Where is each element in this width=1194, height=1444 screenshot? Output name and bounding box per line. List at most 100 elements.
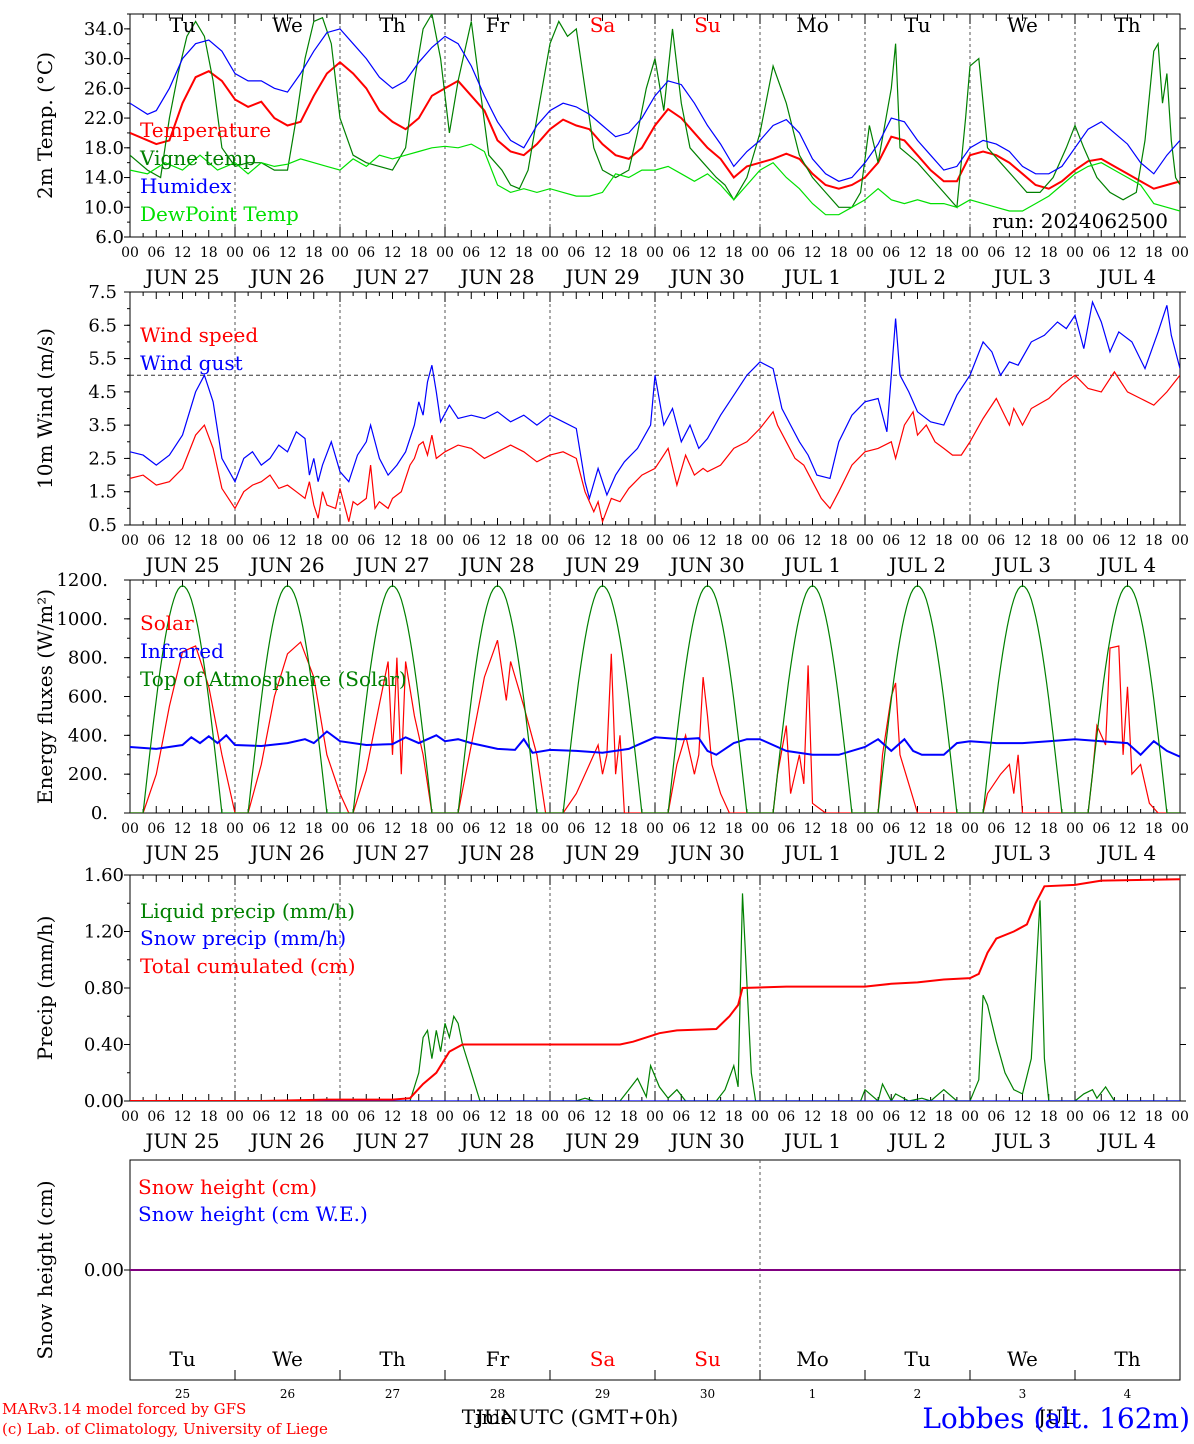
hour-tick-label: 06 <box>1092 821 1110 837</box>
hour-tick-label: 12 <box>594 533 612 549</box>
y-axis-label: 2m Temp. (°C) <box>33 52 57 199</box>
hour-tick-label: 12 <box>1014 821 1032 837</box>
hour-tick-label: 06 <box>357 245 375 261</box>
hour-tick-label: 12 <box>489 821 507 837</box>
date-label: JUL 1 <box>782 841 841 865</box>
date-label: JUL 3 <box>992 1129 1051 1153</box>
hour-tick-label: 00 <box>1171 821 1189 837</box>
hour-tick-label: 06 <box>777 245 795 261</box>
hour-tick-label: 18 <box>305 821 323 837</box>
day-name: Su <box>694 13 721 37</box>
date-label: JUN 30 <box>668 841 744 865</box>
hour-tick-label: 06 <box>777 1109 795 1125</box>
date-label: JUN 26 <box>248 1129 324 1153</box>
hour-tick-label: 18 <box>620 821 638 837</box>
hour-tick-label: 00 <box>541 821 559 837</box>
hour-tick-label: 00 <box>1171 533 1189 549</box>
hour-tick-label: 00 <box>226 1109 244 1125</box>
hour-tick-label: 18 <box>1040 1109 1058 1125</box>
date-label: JUL 1 <box>782 553 841 577</box>
hour-tick-label: 12 <box>909 1109 927 1125</box>
date-label: JUN 30 <box>668 1129 744 1153</box>
hour-tick-label: 18 <box>200 1109 218 1125</box>
day-number: 25 <box>175 1387 190 1401</box>
hour-tick-label: 00 <box>646 245 664 261</box>
hour-tick-label: 00 <box>436 245 454 261</box>
legend-label: Temperature <box>140 118 271 142</box>
hour-tick-label: 12 <box>699 245 717 261</box>
footer-credit: (c) Lab. of Climatology, University of L… <box>2 1420 328 1438</box>
hour-tick-label: 06 <box>252 533 270 549</box>
hour-tick-label: 18 <box>1145 821 1163 837</box>
y-tick-label: 200. <box>68 764 108 785</box>
y-tick-label: 0.00 <box>84 1260 124 1281</box>
hour-tick-label: 18 <box>1145 1109 1163 1125</box>
y-tick-label: 10.0 <box>84 197 124 218</box>
hour-tick-label: 06 <box>1092 245 1110 261</box>
hour-tick-label: 06 <box>987 533 1005 549</box>
hour-tick-label: 00 <box>961 245 979 261</box>
hour-tick-label: 00 <box>751 1109 769 1125</box>
day-number: 28 <box>490 1387 505 1401</box>
hour-tick-label: 00 <box>541 245 559 261</box>
hour-tick-label: 18 <box>410 821 428 837</box>
hour-tick-label: 00 <box>226 245 244 261</box>
y-tick-label: 2.5 <box>88 448 117 469</box>
hour-tick-label: 12 <box>1119 821 1137 837</box>
hour-tick-label: 18 <box>1040 245 1058 261</box>
hour-tick-label: 00 <box>961 533 979 549</box>
y-tick-label: 400. <box>68 725 108 746</box>
legend-label: Snow height (cm W.E.) <box>138 1202 368 1226</box>
legend-label: Total cumulated (cm) <box>140 954 356 978</box>
hour-tick-label: 06 <box>672 821 690 837</box>
hour-tick-label: 18 <box>200 821 218 837</box>
hour-tick-label: 12 <box>174 1109 192 1125</box>
date-label: JUN 30 <box>668 553 744 577</box>
date-label: JUN 25 <box>143 265 219 289</box>
hour-tick-label: 06 <box>357 821 375 837</box>
hour-tick-label: 18 <box>830 245 848 261</box>
hour-tick-label: 06 <box>1092 1109 1110 1125</box>
day-name-bottom: Mo <box>796 1347 829 1371</box>
hour-tick-label: 06 <box>462 821 480 837</box>
y-tick-label: 800. <box>68 648 108 669</box>
date-label: JUN 27 <box>353 553 429 577</box>
hour-tick-label: 00 <box>856 533 874 549</box>
y-tick-label: 0.00 <box>84 1091 124 1112</box>
hour-tick-label: 18 <box>935 821 953 837</box>
hour-tick-label: 18 <box>725 533 743 549</box>
day-name-bottom: Tu <box>904 1347 930 1371</box>
hour-tick-label: 06 <box>777 821 795 837</box>
hour-tick-label: 18 <box>305 1109 323 1125</box>
hour-tick-label: 12 <box>594 821 612 837</box>
hour-tick-label: 18 <box>725 245 743 261</box>
y-tick-label: 22.0 <box>84 108 124 129</box>
hour-tick-label: 18 <box>1145 245 1163 261</box>
x-axis-label: Time UTC (GMT+0h) <box>462 1405 679 1429</box>
hour-tick-label: 00 <box>1066 245 1084 261</box>
hour-tick-label: 00 <box>331 821 349 837</box>
hour-tick-label: 18 <box>515 1109 533 1125</box>
hour-tick-label: 00 <box>226 821 244 837</box>
panel-wind <box>124 291 1186 526</box>
month-label-jun: JUN <box>474 1405 518 1429</box>
series-line-2 <box>130 28 1180 182</box>
hour-tick-label: 18 <box>620 245 638 261</box>
hour-tick-label: 12 <box>1119 245 1137 261</box>
hour-tick-label: 06 <box>567 245 585 261</box>
day-name-bottom: We <box>272 1347 303 1371</box>
series-line-2 <box>130 878 1180 1101</box>
hour-tick-label: 00 <box>121 821 139 837</box>
hour-tick-label: 06 <box>462 1109 480 1125</box>
legend-label: Snow height (cm) <box>138 1175 317 1199</box>
y-tick-label: 1.5 <box>88 482 117 503</box>
hour-tick-label: 06 <box>462 245 480 261</box>
hour-tick-label: 00 <box>1066 533 1084 549</box>
y-tick-label: 0.5 <box>88 515 117 536</box>
hour-tick-label: 06 <box>987 821 1005 837</box>
day-name: Th <box>1114 13 1140 37</box>
hour-tick-label: 06 <box>147 1109 165 1125</box>
day-name-bottom: Sa <box>590 1347 616 1371</box>
date-label: JUN 25 <box>143 1129 219 1153</box>
day-name-bottom: Th <box>379 1347 405 1371</box>
